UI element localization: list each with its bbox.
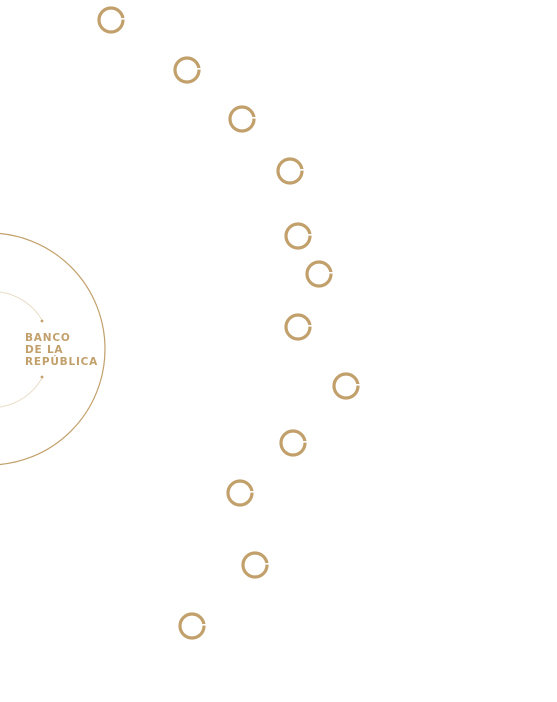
nav-node-3[interactable] [228, 105, 257, 133]
nav-nodes [97, 6, 361, 640]
nav-node-10[interactable] [226, 479, 255, 507]
ring-icon [226, 479, 254, 507]
ring-gap [307, 234, 313, 236]
ring-icon [276, 157, 304, 185]
nav-node-6[interactable] [305, 260, 334, 288]
ring-icon [284, 313, 312, 341]
ring-icon [241, 551, 269, 579]
ring-gap [264, 563, 270, 565]
ring-gap [251, 117, 257, 119]
inner-arc [0, 291, 43, 321]
nav-node-1[interactable] [97, 6, 126, 34]
logo-line-1: BANCO [25, 332, 71, 344]
ring-gap [302, 441, 308, 443]
bank-logo[interactable]: BANCO DE LA REPÚBLICA [25, 332, 98, 368]
logo-line-3: REPÚBLICA [25, 356, 99, 368]
outer-arc [0, 232, 106, 466]
ring-gap [249, 491, 255, 493]
ring-gap [355, 384, 361, 386]
logo-line-2: DE LA [25, 344, 64, 356]
inner-arc-lower [0, 377, 43, 408]
nav-node-9[interactable] [279, 429, 308, 457]
inner-arc-dot [40, 319, 44, 323]
ring-icon [332, 372, 360, 400]
nav-node-12[interactable] [178, 612, 207, 640]
inner-arc-dot [40, 375, 44, 379]
ring-gap [307, 325, 313, 327]
ring-icon [279, 429, 307, 457]
nav-node-11[interactable] [241, 551, 270, 579]
ring-gap [201, 624, 207, 626]
ring-icon [305, 260, 333, 288]
ring-icon [228, 105, 256, 133]
nav-node-7[interactable] [284, 313, 313, 341]
nav-node-8[interactable] [332, 372, 361, 400]
nav-node-5[interactable] [284, 222, 313, 250]
ring-gap [120, 18, 126, 20]
ring-gap [196, 68, 202, 70]
nav-node-4[interactable] [276, 157, 305, 185]
ring-icon [97, 6, 125, 34]
nav-node-2[interactable] [173, 56, 202, 84]
ring-gap [328, 272, 334, 274]
ring-icon [284, 222, 312, 250]
ring-icon [173, 56, 201, 84]
ring-gap [299, 169, 305, 171]
ring-icon [178, 612, 206, 640]
